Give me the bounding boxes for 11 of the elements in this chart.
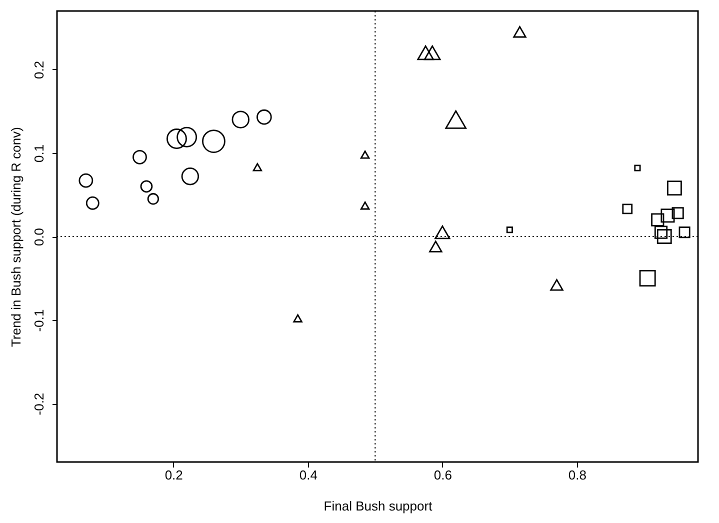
y-tick-label: -0.1 [32, 309, 46, 332]
y-tick-label: 0.2 [32, 60, 46, 79]
x-tick-label: 0.6 [434, 468, 452, 482]
x-axis-title: Final Bush support [324, 498, 433, 514]
y-tick-label: 0.1 [32, 144, 46, 163]
x-tick-label: 0.4 [299, 468, 318, 482]
x-tick-label: 0.8 [568, 468, 586, 482]
x-tick-label: 0.2 [164, 468, 183, 482]
y-tick-label: 0.0 [32, 228, 46, 246]
y-tick-label: -0.2 [32, 392, 46, 416]
y-axis-title: Trend in Bush support (during R conv) [8, 127, 24, 347]
